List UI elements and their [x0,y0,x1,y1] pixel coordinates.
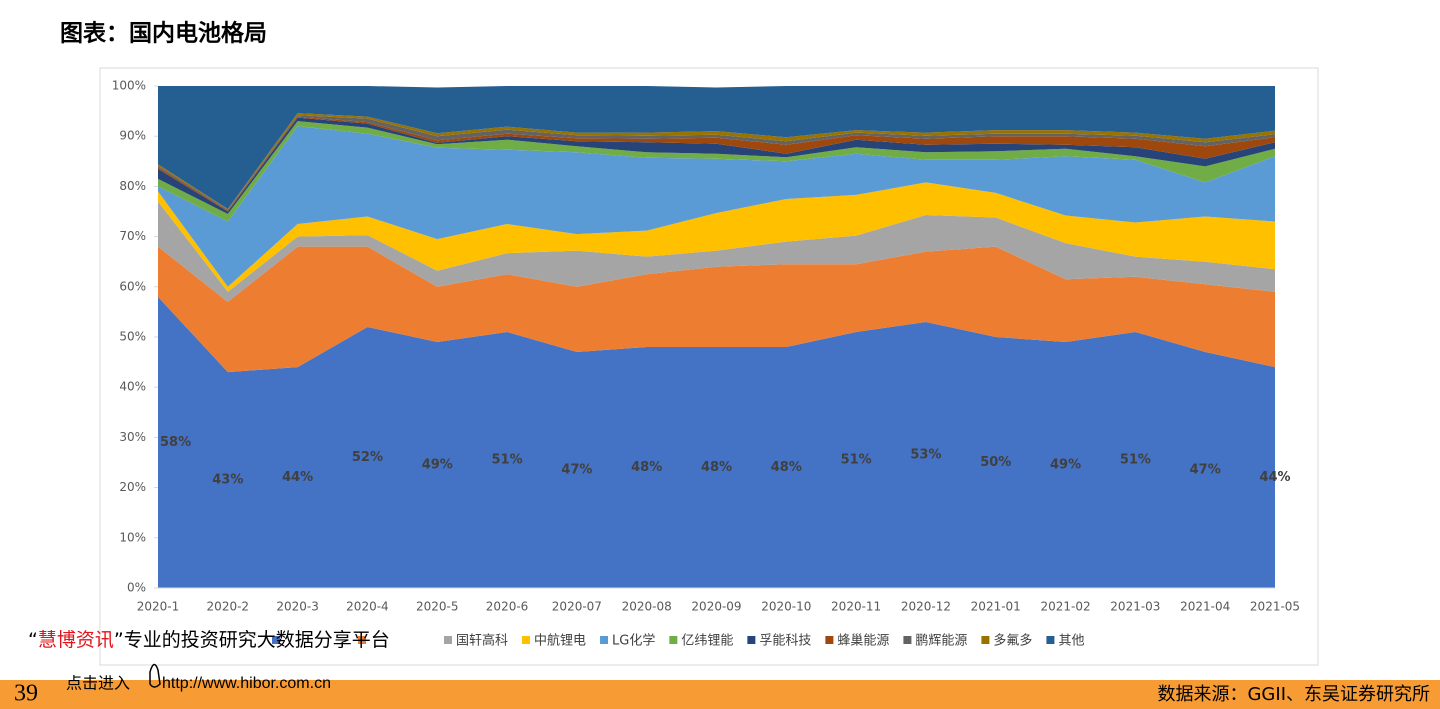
source: 数据来源：GGII、东吴证券研究所 [1157,684,1430,705]
y-tick-label: 100% [112,79,146,93]
data-label: 51% [841,452,872,467]
y-tick-label: 0% [127,581,146,595]
area [158,246,1275,373]
legend: 国轩高科 中航锂电 LG化学 亿纬锂能 孚能科技 蜂巢能源 鹏辉能源 多氟多 其他 [272,633,1084,649]
x-tick-label: 2021-02 [1040,600,1090,614]
area [158,201,1275,302]
y-tick-label: 40% [119,380,146,394]
footer-bar [0,680,1440,709]
x-tick-label: 2020-6 [486,600,529,614]
data-label: 47% [561,463,592,478]
url-text: http://www.hibor.com.cn [162,675,331,692]
x-tick-label: 2020-5 [416,600,459,614]
x-tick-label: 2020-2 [207,600,250,614]
data-label: 47% [1190,463,1221,478]
legend-swatch [903,636,912,644]
x-tick-label: 2020-10 [761,600,811,614]
legend-swatch [747,636,756,644]
quote: “ [28,629,38,651]
legend-label: 蜂巢能源 [837,634,889,649]
data-label: 50% [980,455,1011,470]
data-label: 49% [1050,458,1081,473]
y-tick-label: 80% [119,179,146,193]
legend-swatch [669,636,678,644]
area [158,113,1275,210]
y-tick-label: 10% [119,530,146,544]
y-tick-label: 90% [119,129,146,143]
y-tick-label: 60% [119,279,146,293]
x-tick-label: 2020-12 [901,600,951,614]
legend-label: 多氟多 [993,633,1032,649]
legend-swatch [600,636,609,644]
watermark: “慧博资讯”专业的投资研究大数据分享平台 [28,629,390,651]
x-tick-label: 2020-4 [346,600,389,614]
legend-label: LG化学 [612,633,655,649]
page-number: 39 [14,681,38,707]
data-label: 58% [160,435,191,450]
legend-swatch [981,636,990,644]
x-tick-label: 2020-09 [691,600,741,614]
x-tick-label: 2021-01 [971,600,1021,614]
y-tick-label: 50% [119,330,146,344]
area [158,296,1275,588]
plot: 58% 43% 44% 52% 49% 51% 47% 48% 48% 48% 51% 53% 50% 4… [112,79,1300,614]
legend-swatch [1046,636,1055,644]
y-tick-label: 30% [119,430,146,444]
area [158,121,1275,222]
data-label: 48% [701,460,732,475]
x-tick-label: 2020-1 [137,600,180,614]
legend-swatch [825,636,834,644]
x-tick-label: 2020-3 [276,600,319,614]
data-label: 49% [422,458,453,473]
area [158,126,1275,287]
data-label: 51% [492,452,523,467]
data-label: 52% [352,450,383,465]
legend-swatch [272,636,280,644]
x-tick-label: 2020-11 [831,600,881,614]
x-tick-label: 2021-05 [1250,600,1300,614]
y-tick-label: 20% [119,480,146,494]
quote: ” [114,629,124,651]
data-label: 43% [212,473,243,488]
hand-icon [149,663,161,688]
legend-label: 鹏辉能源 [915,634,967,649]
legend-swatch [522,636,531,644]
area [158,182,1275,292]
page-title: 图表：国内电池格局 [60,20,267,47]
slogan: 专业的投资研究大数据分享平台 [124,629,390,651]
data-label: 51% [1120,452,1151,467]
click-text: 点击进入 [66,674,130,693]
data-label: 48% [631,460,662,475]
data-label: 44% [1259,470,1290,485]
data-label: 48% [771,460,802,475]
legend-label: 孚能科技 [759,634,811,649]
x-tick-label: 2021-04 [1180,600,1230,614]
x-tick-label: 2020-08 [622,600,672,614]
area [158,86,1275,209]
legend-label: 亿纬锂能 [681,634,733,649]
brand: 慧博资讯 [38,629,114,651]
legend-label: 国轩高科 [456,633,508,649]
legend-swatch [444,636,452,644]
data-label: 44% [282,470,313,485]
y-tick-label: 70% [119,229,146,243]
area [158,115,1275,211]
data-label: 53% [910,447,941,462]
legend-label: 中航锂电 [534,633,586,649]
legend-swatch [358,636,366,644]
legend-label: 其他 [1058,634,1084,649]
x-tick-label: 2021-03 [1110,600,1160,614]
area [158,116,1275,212]
x-tick-label: 2020-07 [552,600,602,614]
